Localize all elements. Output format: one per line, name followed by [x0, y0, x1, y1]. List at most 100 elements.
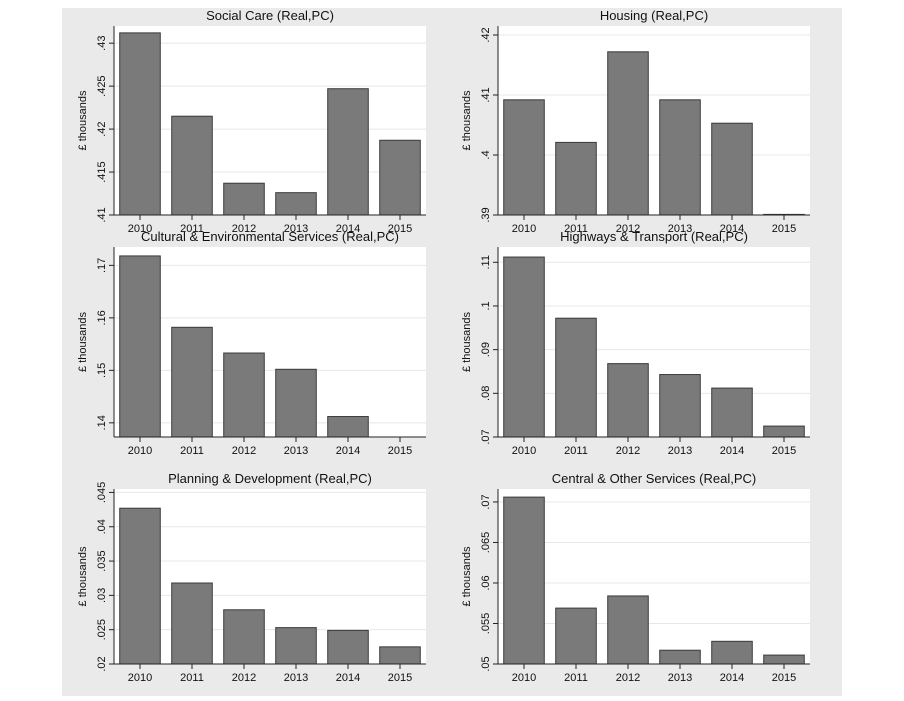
x-tick-label: 2015 — [772, 223, 796, 235]
x-tick-label: 2013 — [284, 445, 308, 457]
y-tick-label: .07 — [480, 429, 492, 444]
x-tick-label: 2010 — [512, 223, 536, 235]
chart-grid: Social Care (Real,PC) .41 .415 .42 .425 .43 £ … — [77, 8, 810, 684]
bar — [223, 609, 265, 665]
x-tick-label: 2012 — [616, 223, 640, 235]
plot-area — [498, 26, 810, 215]
x-tick-label: 2011 — [564, 445, 588, 457]
x-tick-label: 2015 — [388, 672, 412, 684]
x-tick-label: 2014 — [720, 672, 744, 684]
x-tick-label: 2014 — [336, 223, 360, 235]
x-tick-label: 2013 — [668, 223, 692, 235]
y-tick-label: .43 — [96, 36, 108, 51]
bar — [379, 646, 421, 665]
x-tick-label: 2012 — [232, 223, 256, 235]
x-tick-label: 2015 — [772, 672, 796, 684]
bar — [327, 629, 369, 665]
y-tick-label: .055 — [480, 613, 492, 634]
figure-panel: Social Care (Real,PC) .41 .415 .42 .425 .43 £ … — [62, 8, 842, 696]
x-tick-label: 2010 — [128, 445, 152, 457]
y-tick-label: .03 — [96, 588, 108, 603]
bar — [555, 141, 597, 216]
x-tick-label: 2010 — [512, 672, 536, 684]
bar — [503, 256, 545, 438]
y-tick-label: .14 — [96, 415, 108, 430]
y-tick-label: .1 — [480, 301, 492, 310]
bar — [763, 425, 805, 438]
x-tick-label: 2015 — [772, 445, 796, 457]
chart-3: Cultural & Environmental Services (Real,… — [77, 229, 426, 457]
bar — [119, 255, 161, 438]
y-tick-label: .41 — [96, 207, 108, 222]
x-tick-label: 2014 — [336, 445, 360, 457]
plot-area — [114, 489, 426, 664]
y-tick-label: .41 — [480, 87, 492, 102]
chart-5: Planning & Development (Real,PC) .02 .025.… — [77, 471, 426, 684]
bar — [711, 122, 753, 216]
y-tick-label: .02 — [96, 656, 108, 671]
plot-area — [498, 489, 810, 664]
bar — [711, 387, 753, 438]
x-tick-label: 2010 — [128, 672, 152, 684]
x-tick-label: 2010 — [512, 445, 536, 457]
y-tick-label: .07 — [480, 494, 492, 509]
y-axis-label: £ thousands — [77, 90, 89, 150]
y-tick-label: .09 — [480, 342, 492, 357]
x-tick-label: 2011 — [564, 223, 588, 235]
x-tick-label: 2015 — [388, 445, 412, 457]
y-tick-label: .08 — [480, 386, 492, 401]
y-axis-label: £ thousands — [77, 546, 89, 606]
bar — [171, 582, 213, 665]
bar — [171, 115, 213, 216]
bar — [171, 326, 213, 438]
y-tick-label: .05 — [480, 656, 492, 671]
bar — [119, 507, 161, 665]
bar — [763, 654, 805, 665]
bar — [607, 595, 649, 665]
bar — [327, 416, 369, 438]
bar — [379, 139, 421, 216]
bar — [275, 192, 317, 216]
bar — [659, 374, 701, 438]
chart-title: Cultural & Environmental Services (Real,… — [141, 229, 399, 244]
x-tick-label: 2011 — [180, 672, 204, 684]
x-tick-label: 2014 — [336, 672, 360, 684]
bar — [327, 88, 369, 216]
y-tick-label: .425 — [96, 75, 108, 96]
y-tick-label: .17 — [96, 258, 108, 273]
y-tick-label: .025 — [96, 619, 108, 640]
y-tick-label: .39 — [480, 207, 492, 222]
y-tick-label: .42 — [96, 121, 108, 136]
x-tick-label: 2011 — [180, 223, 204, 235]
bar — [555, 607, 597, 665]
y-tick-label: .15 — [96, 363, 108, 378]
bar — [659, 649, 701, 665]
y-tick-label: .16 — [96, 310, 108, 325]
x-tick-label: 2013 — [284, 672, 308, 684]
chart-title: Housing (Real,PC) — [600, 8, 708, 23]
x-tick-label: 2010 — [128, 223, 152, 235]
chart-4: Highways & Transport (Real,PC) .07 .08 .09.… — [461, 229, 810, 457]
bar — [275, 368, 317, 438]
plot-area — [498, 247, 810, 437]
y-tick-label: .4 — [480, 150, 492, 159]
y-tick-label: .42 — [480, 27, 492, 42]
x-tick-label: 2012 — [616, 445, 640, 457]
chart-2: Housing (Real,PC) .39 .4 .41 .42 £ thousands 2… — [461, 8, 810, 235]
x-tick-label: 2011 — [564, 672, 588, 684]
x-tick-label: 2012 — [232, 445, 256, 457]
x-tick-label: 2015 — [388, 223, 412, 235]
chart-title: Social Care (Real,PC) — [206, 8, 334, 23]
bar — [711, 640, 753, 665]
bar — [503, 99, 545, 216]
x-tick-label: 2012 — [232, 672, 256, 684]
bar — [607, 363, 649, 438]
x-tick-label: 2013 — [668, 672, 692, 684]
y-tick-label: .065 — [480, 532, 492, 553]
bar — [607, 51, 649, 216]
plot-area — [114, 247, 426, 437]
y-tick-label: .06 — [480, 575, 492, 590]
chart-title: Highways & Transport (Real,PC) — [560, 229, 748, 244]
x-tick-label: 2013 — [284, 223, 308, 235]
bar — [223, 352, 265, 438]
